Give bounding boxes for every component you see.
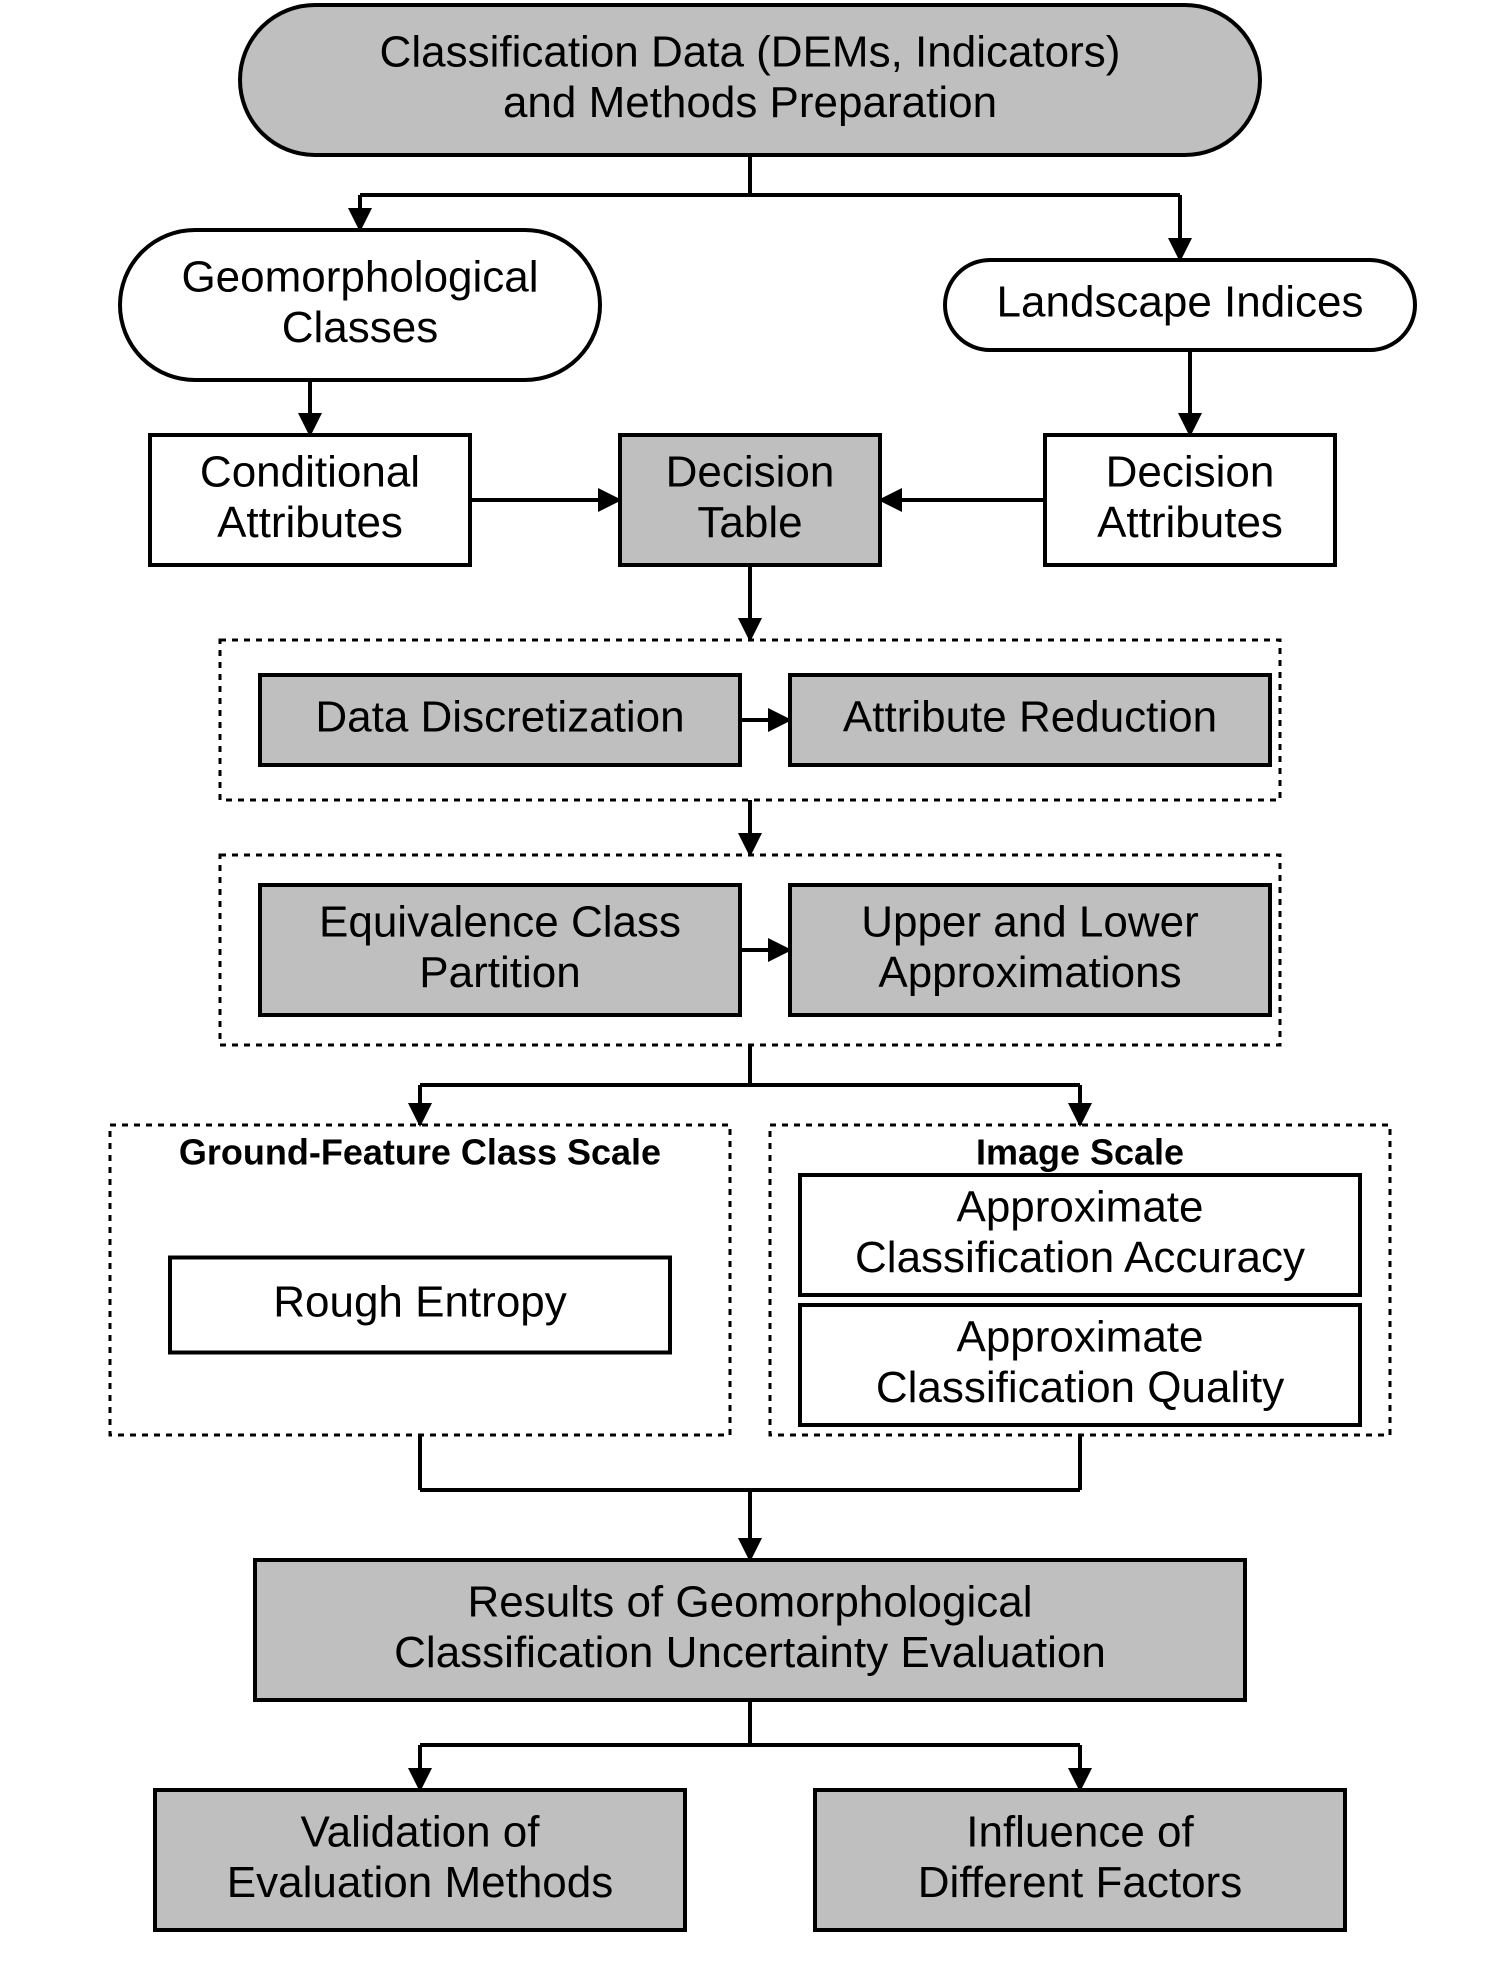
node-text: Partition xyxy=(419,948,580,997)
node-text: Approximate xyxy=(956,1312,1203,1361)
node-text: Upper and Lower xyxy=(861,897,1199,946)
node-text: Classification Quality xyxy=(876,1363,1284,1412)
node-text: Classification Data (DEMs, Indicators) xyxy=(380,27,1121,76)
node-text: and Methods Preparation xyxy=(503,78,997,127)
node-text: Classification Accuracy xyxy=(855,1233,1305,1282)
node-text: Ground-Feature Class Scale xyxy=(179,1132,661,1173)
node-text: Results of Geomorphological xyxy=(468,1577,1033,1626)
node-text: Classes xyxy=(282,303,439,352)
node-text: Evaluation Methods xyxy=(227,1858,613,1907)
nodes-layer: Classification Data (DEMs, Indicators)an… xyxy=(110,5,1415,1930)
node-text: Rough Entropy xyxy=(273,1278,567,1327)
node-text: Validation of xyxy=(301,1807,541,1856)
node-text: Approximations xyxy=(878,948,1181,997)
node-text: Image Scale xyxy=(976,1132,1184,1173)
node-text: Classification Uncertainty Evaluation xyxy=(394,1628,1106,1677)
node-text: Approximate xyxy=(956,1182,1203,1231)
node-text: Attributes xyxy=(1097,498,1283,547)
node-text: Attribute Reduction xyxy=(843,693,1217,742)
node-text: Influence of xyxy=(966,1807,1194,1856)
node-text: Data Discretization xyxy=(315,693,684,742)
node-text: Conditional xyxy=(200,447,420,496)
node-text: Geomorphological xyxy=(181,252,538,301)
node-text: Decision xyxy=(666,447,835,496)
node-text: Decision xyxy=(1106,447,1275,496)
node-text: Attributes xyxy=(217,498,403,547)
node-text: Table xyxy=(697,498,802,547)
node-text: Different Factors xyxy=(918,1858,1242,1907)
node-text: Equivalence Class xyxy=(319,897,681,946)
node-text: Landscape Indices xyxy=(997,278,1364,327)
